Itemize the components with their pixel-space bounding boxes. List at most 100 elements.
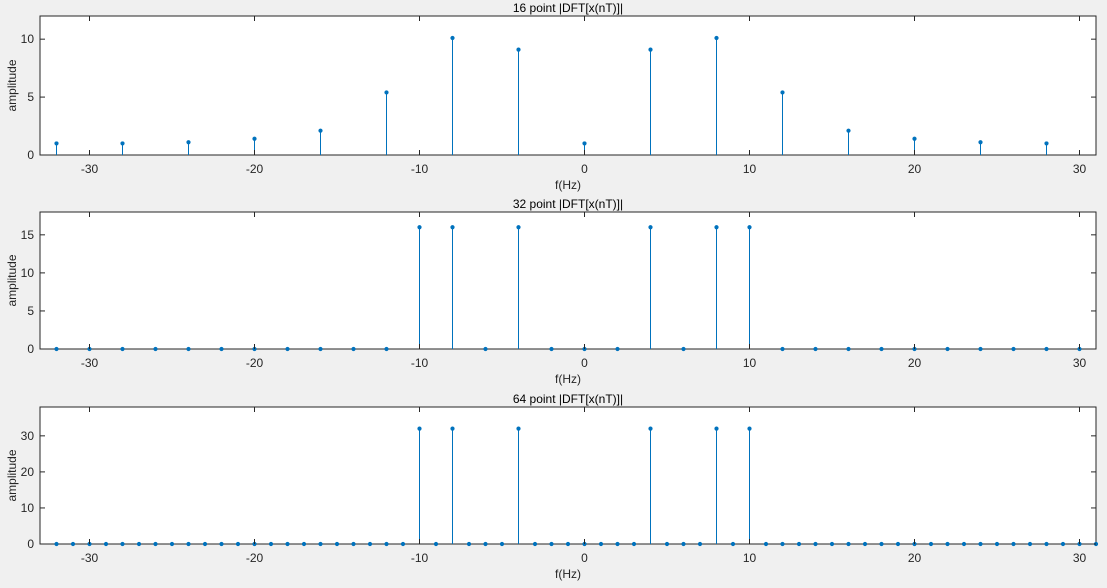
stem-marker: [384, 541, 389, 547]
stem-marker: [681, 541, 686, 547]
stem-marker: [285, 541, 290, 547]
x-tick-label: -30: [81, 551, 99, 565]
x-tick-label: -10: [411, 162, 429, 176]
stem-marker: [747, 426, 752, 431]
stem-marker: [978, 541, 983, 547]
stem-marker: [318, 346, 323, 352]
stem-marker: [994, 541, 1000, 547]
stem-marker: [384, 90, 389, 95]
stem-marker: [516, 47, 521, 52]
stem-marker: [747, 225, 752, 230]
x-axis-label: f(Hz): [555, 567, 581, 581]
x-axis-label: f(Hz): [555, 372, 581, 386]
stem-marker: [763, 541, 769, 547]
y-axis-label: amplitude: [5, 59, 19, 111]
stem-marker: [549, 541, 554, 547]
stem-marker: [697, 541, 703, 547]
stem-marker: [813, 541, 818, 547]
stem-marker: [796, 541, 802, 547]
subplot-1: -30 -20 -10 0 10 20 30 0 5 10 16 point |DFT[x(nT)]…: [5, 1, 1097, 192]
stem-marker: [582, 141, 587, 146]
y-tick-label: 10: [21, 501, 35, 515]
stem-marker: [54, 141, 59, 146]
stem-marker: [648, 426, 653, 431]
stem-marker: [945, 541, 950, 547]
x-tick-label: 10: [743, 551, 757, 565]
stem-marker: [499, 541, 505, 547]
stem-marker: [1060, 541, 1066, 547]
x-tick-label: 0: [581, 162, 588, 176]
stem-marker: [780, 346, 785, 352]
stem-marker: [912, 136, 917, 141]
y-tick-label: 30: [21, 429, 35, 443]
stem-marker: [714, 225, 719, 230]
stem-marker: [549, 346, 554, 352]
stem-marker: [483, 346, 488, 352]
stem-marker: [879, 346, 884, 352]
stem-marker: [961, 541, 967, 547]
stem-marker: [829, 541, 835, 547]
y-tick-label: 20: [21, 465, 35, 479]
stem-marker: [268, 541, 274, 547]
stem-marker: [186, 140, 191, 145]
stem-marker: [615, 346, 620, 352]
subplot-2: -30 -20 -10 0 10 20 30 0 5 10 15 32 point |DFT[x(nT…: [5, 197, 1097, 386]
y-tick-label: 10: [21, 266, 35, 280]
stem-marker: [978, 346, 983, 352]
stem-marker: [54, 541, 59, 547]
stem-marker: [945, 346, 950, 352]
stem-marker: [54, 346, 59, 352]
stem-marker: [862, 541, 868, 547]
stem-marker: [120, 141, 125, 146]
stem-marker: [186, 346, 191, 352]
stem-marker: [730, 541, 736, 547]
x-tick-label: -20: [246, 551, 264, 565]
stem-marker: [1044, 141, 1049, 146]
axes-box: [39, 406, 1097, 545]
x-tick-label: 10: [743, 162, 757, 176]
axes-box: [39, 15, 1097, 156]
stem-marker: [169, 541, 175, 547]
x-tick-label: -20: [246, 162, 264, 176]
stem-marker: [285, 346, 290, 352]
stem-marker: [631, 541, 637, 547]
stem-marker: [615, 541, 620, 547]
x-tick-label: -10: [411, 551, 429, 565]
stem-marker: [664, 541, 670, 547]
stem-marker: [516, 225, 521, 230]
x-tick-label: -30: [81, 162, 99, 176]
y-tick-label: 5: [27, 304, 34, 318]
stem-marker: [318, 541, 323, 547]
y-tick-label: 10: [21, 32, 35, 46]
stem-marker: [153, 541, 158, 547]
stem-marker: [186, 541, 191, 547]
stem-marker: [813, 346, 818, 352]
stem-marker: [1044, 541, 1049, 547]
stem-marker: [219, 346, 224, 352]
stem-marker: [433, 541, 439, 547]
x-tick-label: -20: [246, 356, 264, 370]
stem-marker: [235, 541, 241, 547]
x-tick-label: -30: [81, 356, 99, 370]
stem-marker: [648, 47, 653, 52]
stem-marker: [879, 541, 884, 547]
stem-marker: [70, 541, 76, 547]
y-axis-label: amplitude: [5, 254, 19, 306]
stem-marker: [351, 541, 356, 547]
y-tick-label: 0: [27, 342, 34, 356]
x-tick-label: -10: [411, 356, 429, 370]
stem-marker: [483, 541, 488, 547]
y-tick-label: 5: [27, 90, 34, 104]
stem-marker: [895, 541, 901, 547]
stem-marker: [928, 541, 934, 547]
stem-marker: [466, 541, 472, 547]
stem-marker: [153, 346, 158, 352]
stem-marker: [1027, 541, 1033, 547]
stem-marker: [120, 346, 125, 352]
subplot-container: -30 -20 -10 0 10 20 30 0 5 10 16 point |DFT[x(nT)]…: [5, 1, 1099, 581]
stem-marker: [846, 346, 851, 352]
stem-marker: [532, 541, 538, 547]
stem-marker: [417, 426, 422, 431]
stem-marker: [367, 541, 373, 547]
